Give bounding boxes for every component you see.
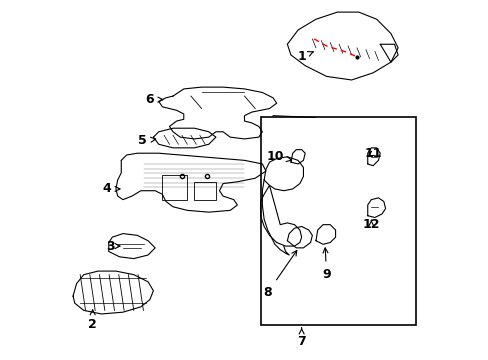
Bar <box>162 175 187 200</box>
Text: 11: 11 <box>364 147 381 160</box>
Bar <box>260 117 415 325</box>
Text: 3: 3 <box>106 240 120 253</box>
Text: 4: 4 <box>102 183 120 195</box>
Text: 8: 8 <box>263 251 296 299</box>
Text: 6: 6 <box>145 93 163 106</box>
Bar <box>194 182 216 200</box>
Text: 10: 10 <box>265 150 291 163</box>
Text: 12: 12 <box>362 218 379 231</box>
Text: 1: 1 <box>297 50 312 63</box>
Text: 5: 5 <box>138 134 156 147</box>
Text: 9: 9 <box>322 248 330 281</box>
Text: 7: 7 <box>297 328 305 348</box>
Text: 2: 2 <box>88 310 97 331</box>
